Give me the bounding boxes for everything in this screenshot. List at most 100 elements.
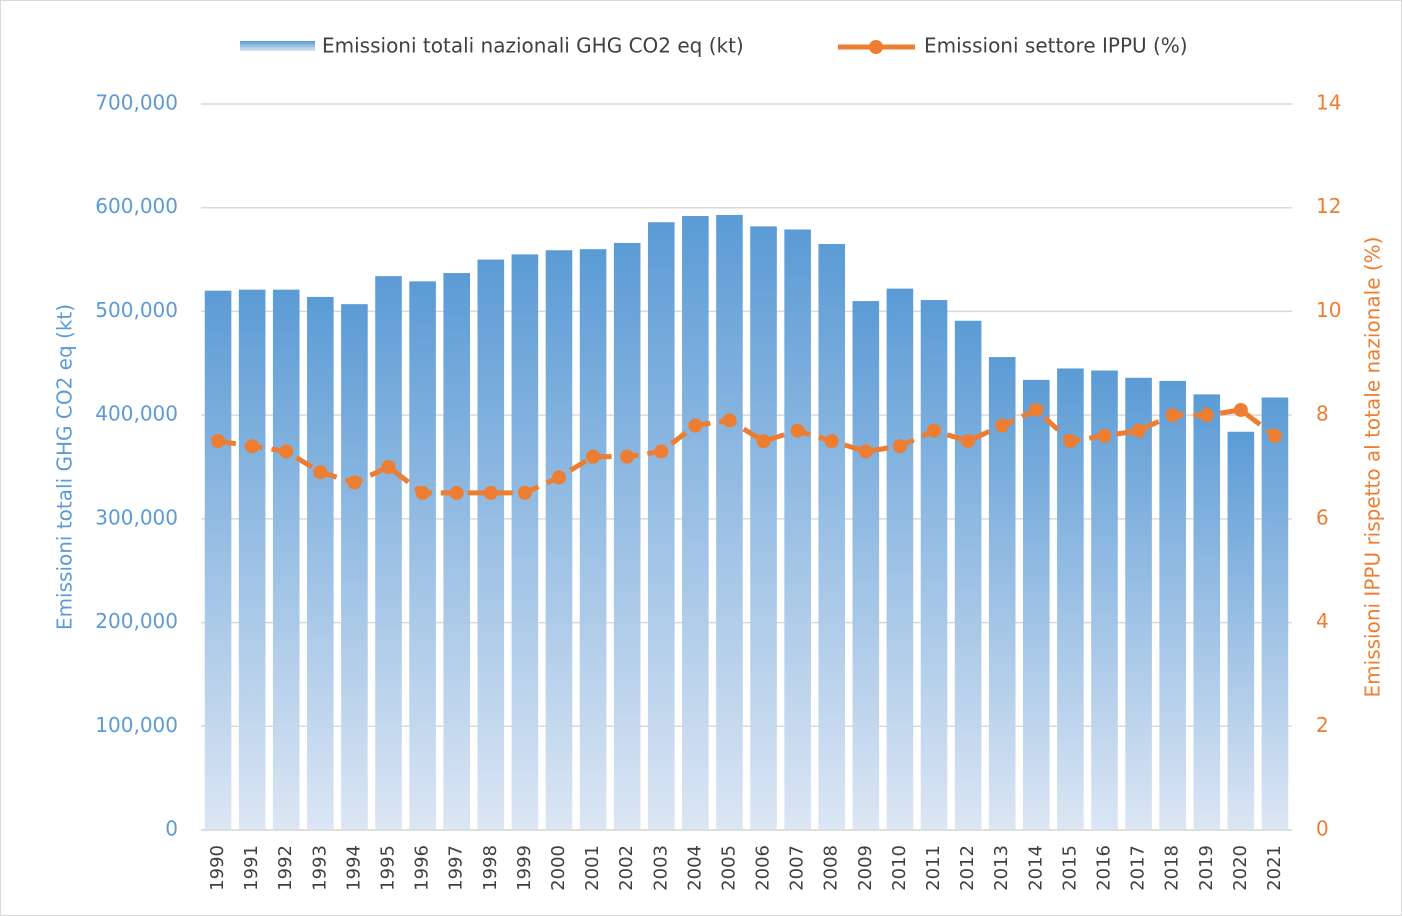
bar [613, 242, 641, 830]
line-marker [381, 460, 396, 474]
bar [204, 290, 232, 831]
line-marker [1267, 428, 1282, 443]
bar [1227, 431, 1255, 830]
line-marker [483, 485, 498, 500]
bar [1023, 379, 1050, 830]
bar [852, 301, 880, 830]
legend-label: Emissioni totali nazionali GHG CO2 eq (k… [322, 34, 744, 58]
bar [784, 229, 811, 831]
line-marker [790, 423, 805, 438]
bar [750, 226, 777, 830]
x-tick-label: 1998 [480, 845, 501, 891]
x-tick-label: 2013 [991, 845, 1012, 891]
line-marker [279, 444, 294, 459]
line-marker [722, 413, 737, 428]
y2-tick-label: 8 [1316, 402, 1329, 426]
bar [477, 259, 505, 831]
x-tick-label: 1995 [378, 845, 399, 891]
line-marker [824, 434, 839, 449]
x-tick-label: 2017 [1128, 845, 1149, 891]
x-tick-label: 1999 [514, 845, 535, 891]
line-marker [927, 423, 942, 438]
bar [1091, 370, 1118, 830]
y-tick-label: 100,000 [95, 713, 178, 737]
bar [716, 214, 743, 830]
y-tick-label: 200,000 [95, 609, 178, 633]
x-tick-label: 2007 [787, 845, 808, 891]
bar [579, 249, 607, 830]
bar [818, 244, 846, 830]
line-marker [961, 434, 976, 449]
x-tick-label: 2016 [1093, 845, 1114, 891]
line-marker [1131, 423, 1146, 438]
bar [443, 273, 470, 830]
x-tick-label: 2012 [957, 845, 978, 891]
y2-tick-label: 10 [1316, 298, 1341, 322]
x-tick-label: 2020 [1230, 845, 1251, 891]
line-marker [1165, 408, 1180, 423]
bar [341, 304, 368, 830]
y-tick-label: 600,000 [95, 194, 178, 218]
line-marker [1063, 434, 1078, 449]
x-tick-label: 2014 [1025, 845, 1046, 891]
x-tick-label: 2021 [1264, 845, 1285, 891]
bar [988, 357, 1016, 830]
line-marker [756, 434, 771, 449]
x-tick-label: 2001 [582, 845, 603, 891]
x-tick-label: 2011 [923, 845, 944, 891]
line-marker [892, 439, 907, 454]
y-tick-label: 0 [165, 817, 178, 841]
legend-swatch-marker [869, 40, 883, 54]
bar [272, 289, 300, 830]
y2-tick-label: 2 [1316, 713, 1329, 737]
y2-tick-label: 0 [1316, 817, 1329, 841]
x-tick-label: 2019 [1196, 845, 1217, 891]
legend-label: Emissioni settore IPPU (%) [924, 34, 1188, 58]
x-tick-label: 2004 [684, 845, 705, 891]
legend-swatch-bar [240, 41, 315, 51]
line-marker [1097, 428, 1112, 443]
x-tick-label: 2018 [1162, 845, 1183, 891]
line-marker [654, 444, 669, 459]
y-tick-label: 500,000 [95, 298, 178, 322]
line-marker [1029, 402, 1044, 417]
line-marker [586, 449, 601, 464]
line-marker [415, 485, 430, 500]
x-tick-label: 2015 [1059, 845, 1080, 891]
bar [409, 281, 436, 830]
x-tick-label: 2006 [753, 845, 774, 891]
line-marker [995, 418, 1010, 433]
x-tick-label: 2000 [548, 845, 569, 891]
x-tick-label: 2003 [650, 845, 671, 891]
bar [1261, 397, 1289, 830]
bar [1125, 377, 1152, 830]
y2-tick-label: 14 [1316, 91, 1341, 115]
x-tick-label: 1990 [207, 845, 228, 891]
line-marker [517, 485, 532, 500]
y-tick-label: 400,000 [95, 402, 178, 426]
line-marker [211, 434, 226, 449]
line-marker [688, 418, 703, 433]
y2-tick-label: 4 [1316, 609, 1329, 633]
line-marker [245, 439, 260, 454]
x-tick-label: 2005 [718, 845, 739, 891]
x-tick-label: 1992 [275, 845, 296, 891]
y2-tick-label: 6 [1316, 505, 1329, 529]
y2-axis-title: Emissioni IPPU rispetto al totale nazion… [1361, 237, 1385, 698]
line-marker [551, 470, 566, 485]
line-marker [347, 475, 362, 490]
bar [1193, 394, 1221, 830]
x-tick-label: 1996 [412, 845, 433, 891]
y-tick-label: 700,000 [95, 91, 178, 115]
bar [647, 222, 675, 831]
bar [886, 288, 914, 830]
x-tick-label: 2009 [855, 845, 876, 891]
line-marker [1233, 402, 1248, 417]
x-tick-label: 2010 [889, 845, 910, 891]
x-tick-label: 1994 [343, 845, 364, 891]
x-tick-label: 1993 [309, 845, 330, 891]
y-tick-label: 300,000 [95, 505, 178, 529]
bar [511, 254, 539, 830]
